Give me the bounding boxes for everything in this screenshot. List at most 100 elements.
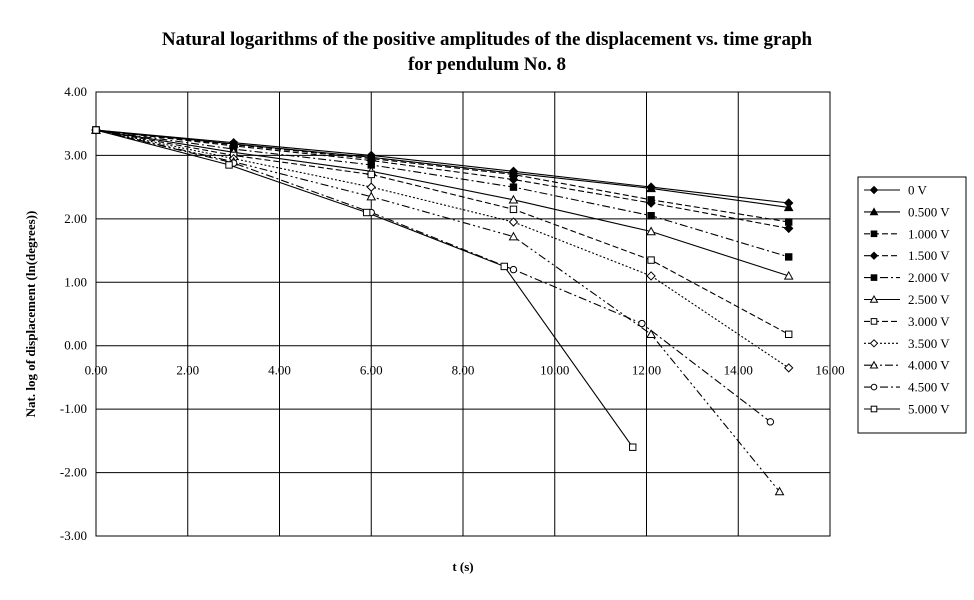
legend-label: 1.500 V (908, 248, 950, 263)
x-tick-label: 2.00 (176, 363, 199, 378)
legend-item: 5.000 V (864, 402, 950, 417)
legend-label: 0 V (908, 183, 928, 198)
series-line (95, 129, 789, 335)
x-tick-label: 16.00 (815, 363, 844, 378)
data-point (647, 211, 655, 220)
series-line (95, 129, 790, 369)
legend-item: 2.500 V (864, 292, 950, 307)
data-point (509, 265, 518, 274)
legend-label: 2.000 V (908, 270, 950, 285)
legend-item: 3.500 V (864, 336, 950, 351)
data-point (629, 443, 637, 451)
x-tick-label: 12.00 (632, 363, 661, 378)
data-point (784, 223, 794, 234)
series-lines (95, 129, 790, 492)
y-tick-label: 3.00 (64, 147, 87, 162)
data-point (869, 294, 879, 303)
legend-item: 0 V (864, 183, 928, 198)
grid-lines (95, 91, 831, 537)
data-point (509, 205, 518, 214)
legend-label: 0.500 V (908, 204, 950, 219)
data-point (870, 383, 878, 391)
series-line (95, 129, 771, 423)
data-point (869, 360, 879, 369)
series-line (95, 129, 789, 208)
data-point (774, 486, 785, 496)
legend: 0 V 0.500 V 1.000 V 1.500 V 2.000 V 2.500 V 3.… (857, 176, 967, 434)
data-point (646, 271, 656, 281)
data-point (646, 198, 656, 208)
data-point (870, 318, 878, 325)
y-tick-label: 4.00 (64, 84, 87, 99)
series-line (95, 129, 789, 258)
y-tick-label: -2.00 (60, 465, 87, 480)
x-tick-label: 10.00 (540, 363, 569, 378)
series-line (95, 129, 780, 492)
data-point (870, 274, 878, 281)
data-point (869, 251, 879, 260)
x-tick-label: 6.00 (360, 363, 383, 378)
legend-item: 3.000 V (864, 314, 950, 329)
data-point (785, 253, 793, 261)
data-point (646, 226, 656, 236)
legend-item: 2.000 V (864, 270, 950, 285)
data-point (92, 126, 100, 134)
data-point (870, 230, 878, 238)
data-point (784, 363, 794, 373)
series-markers (91, 125, 794, 496)
data-point (869, 339, 879, 348)
data-point (869, 207, 879, 216)
y-tick-label: -1.00 (60, 401, 87, 416)
data-point (508, 231, 519, 241)
data-point (766, 418, 775, 426)
legend-label: 4.000 V (908, 358, 950, 373)
data-point (367, 170, 375, 179)
data-point (646, 183, 656, 193)
chart-title-line2: for pendulum No. 8 (408, 54, 566, 75)
series-line (95, 129, 789, 277)
x-axis-title: t (s) (452, 559, 473, 574)
legend-label: 4.500 V (908, 380, 950, 395)
legend-label: 3.500 V (908, 336, 950, 351)
legend-label: 3.000 V (908, 314, 950, 329)
x-tick-label: 0.00 (85, 363, 108, 378)
y-tick-label: 1.00 (64, 274, 87, 289)
legend-item: 0.500 V (864, 204, 950, 219)
legend-label: 1.000 V (908, 226, 950, 241)
data-point (646, 329, 656, 338)
x-tick-label: 8.00 (452, 363, 475, 378)
data-point (508, 217, 519, 227)
legend-item: 4.000 V (864, 358, 950, 373)
data-point (509, 183, 518, 191)
legend-label: 5.000 V (908, 402, 950, 417)
data-point (508, 194, 519, 204)
legend-item: 1.500 V (864, 248, 950, 263)
data-point (366, 191, 377, 201)
y-tick-label: -3.00 (60, 528, 87, 543)
x-tick-label: 4.00 (268, 363, 291, 378)
chart-title-line1: Natural logarithms of the positive ampli… (162, 29, 813, 50)
legend-box (857, 176, 967, 434)
legend-item: 4.500 V (864, 380, 950, 395)
data-point (366, 182, 376, 192)
data-point (638, 319, 646, 328)
data-point (783, 270, 794, 280)
data-point (783, 202, 794, 212)
legend-label: 2.500 V (908, 292, 950, 307)
legend-item: 1.000 V (864, 226, 950, 241)
data-point (647, 256, 655, 264)
y-tick-label: 2.00 (64, 211, 87, 226)
data-point (870, 405, 878, 413)
y-axis-title: Nat. log of displacement (ln(degrees)) (23, 211, 38, 418)
data-point (500, 262, 508, 271)
data-point (225, 161, 233, 169)
y-tick-label: 0.00 (64, 338, 87, 353)
legend-items: 0 V 0.500 V 1.000 V 1.500 V 2.000 V 2.500 V 3.… (864, 183, 950, 417)
data-point (785, 330, 793, 338)
tick-labels: 0.00 2.00 4.00 6.00 8.00 10.00 12.00 14.00 16.00… (60, 84, 845, 543)
series-line (95, 129, 789, 204)
data-point (362, 208, 371, 217)
x-tick-label: 14.00 (724, 363, 753, 378)
data-point (869, 185, 879, 195)
